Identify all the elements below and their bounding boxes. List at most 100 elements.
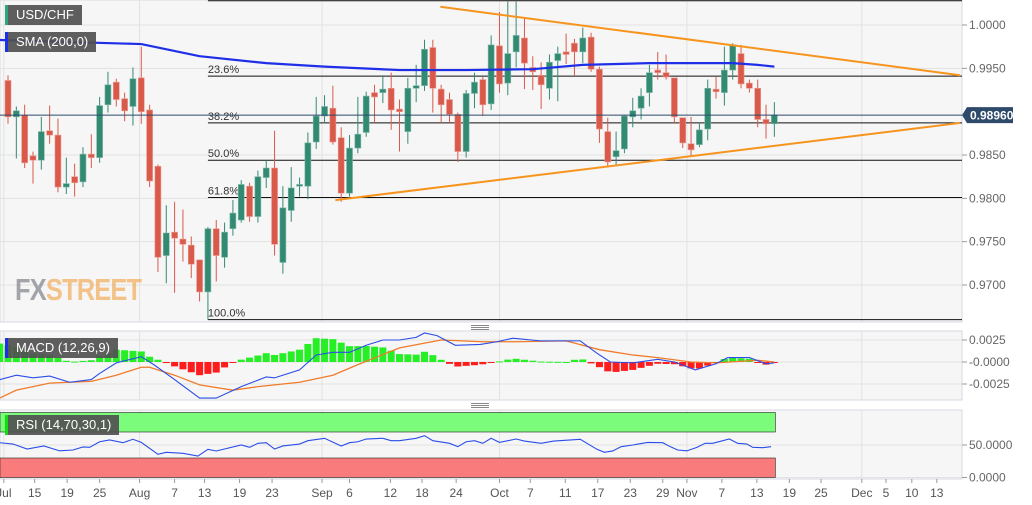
candle-body — [379, 88, 387, 93]
candle-body — [63, 183, 70, 188]
macd-histogram-bar — [79, 360, 87, 362]
candle-body — [88, 153, 95, 158]
macd-histogram-bar — [387, 350, 395, 362]
macd-histogram-bar — [254, 355, 262, 362]
macd-histogram-bar — [620, 362, 628, 371]
candle — [746, 79, 753, 93]
logo-street: STREET — [45, 272, 142, 307]
macd-legend-text: MACD (12,26,9) — [16, 340, 110, 355]
candle — [271, 130, 278, 256]
macd-histogram-bar — [71, 361, 79, 363]
candle-body — [262, 167, 270, 178]
macd-histogram-bar — [629, 362, 637, 370]
fib-level-label: 61.8% — [208, 185, 239, 197]
date-axis-label: Jul — [0, 486, 12, 500]
candle — [562, 33, 570, 65]
candle — [63, 157, 70, 195]
date-axis-label: 10 — [905, 486, 919, 500]
candle-body — [596, 68, 603, 130]
candle-body — [521, 37, 528, 64]
candle — [346, 135, 353, 197]
candle-body — [362, 95, 370, 133]
macd-histogram-bar — [737, 358, 745, 362]
sma-legend[interactable]: SMA (200,0) — [5, 32, 97, 52]
rsi-legend[interactable]: RSI (14,70,30,1) — [5, 415, 120, 435]
candle-body — [571, 42, 578, 53]
macd-histogram-bar — [187, 362, 195, 373]
date-axis-label: Dec — [851, 486, 872, 500]
candle — [229, 200, 237, 236]
symbol-color-bar — [5, 5, 8, 25]
date-axis-label: 19 — [783, 486, 797, 500]
macd-histogram-bar — [645, 362, 653, 366]
macd-histogram-bar — [470, 362, 478, 366]
candle-body — [729, 44, 737, 71]
candle-body — [354, 133, 362, 149]
candle-body — [137, 77, 145, 112]
candle — [671, 77, 678, 124]
macd-color-bar — [5, 338, 8, 358]
macd-histogram-bar — [271, 354, 279, 362]
candle-body — [296, 184, 303, 187]
date-axis-label: Nov — [676, 486, 697, 500]
candle-body — [679, 117, 687, 144]
candle-body — [287, 187, 295, 211]
candle — [304, 132, 312, 200]
candle-body — [237, 184, 245, 221]
candle — [429, 39, 437, 113]
candle-body — [537, 74, 545, 86]
macd-histogram-bar — [662, 362, 670, 364]
macd-panel-resize-handle[interactable] — [471, 325, 489, 330]
macd-histogram-bar — [54, 357, 62, 362]
macd-histogram-bar — [121, 350, 129, 362]
rsi-axis-label: 50.0000 — [969, 438, 1013, 452]
candle-body — [471, 81, 478, 94]
candle — [212, 220, 220, 282]
rsi-panel-resize-handle[interactable] — [471, 403, 489, 408]
macd-histogram-bar — [171, 362, 179, 367]
macd-histogram-bar — [512, 358, 520, 362]
date-axis-label: 23 — [265, 486, 279, 500]
macd-histogram-bar — [312, 338, 320, 362]
main-panel — [0, 0, 963, 323]
candle — [721, 46, 728, 106]
candle — [646, 64, 653, 107]
macd-histogram-bar — [545, 361, 553, 363]
rsi-legend-text: RSI (14,70,30,1) — [16, 417, 112, 432]
candle — [387, 72, 395, 130]
candle-body — [412, 85, 420, 89]
candle-body — [396, 108, 403, 112]
date-axis-label: 25 — [814, 486, 828, 500]
macd-histogram-bar — [654, 362, 662, 364]
candle — [762, 104, 770, 139]
candle-body — [29, 155, 37, 161]
candle-body — [454, 113, 462, 152]
candle-body — [387, 87, 395, 111]
candle — [521, 18, 528, 90]
candle-body — [21, 114, 28, 164]
date-axis-label: 13 — [930, 486, 944, 500]
trendline — [335, 121, 961, 202]
macd-histogram-bar — [129, 350, 137, 362]
candle — [496, 11, 503, 93]
candle — [112, 78, 120, 107]
candle-body — [546, 61, 553, 89]
macd-histogram-bar — [487, 362, 495, 363]
macd-histogram-bar — [770, 362, 778, 363]
macd-histogram-bar — [520, 359, 528, 362]
macd-histogram-bar — [479, 362, 487, 365]
macd-histogram-bar — [595, 362, 603, 368]
candle-body — [612, 150, 620, 158]
macd-histogram-bar — [579, 359, 587, 362]
candle-body — [162, 232, 170, 256]
macd-histogram-bar — [296, 349, 304, 362]
macd-legend[interactable]: MACD (12,26,9) — [5, 338, 118, 358]
candle — [88, 134, 95, 169]
candle — [129, 67, 137, 126]
candle — [462, 90, 470, 158]
macd-histogram-bar — [179, 362, 187, 370]
candle-body — [604, 131, 612, 163]
rsi-axis-label: 0.0000 — [969, 471, 1006, 485]
candle-body — [429, 47, 437, 89]
